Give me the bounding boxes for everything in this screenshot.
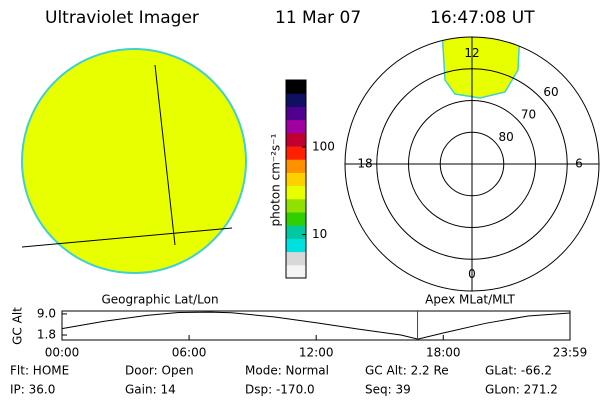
status-field: Flt: HOME xyxy=(10,364,69,378)
colorbar-cell xyxy=(286,80,306,94)
polar-ring xyxy=(439,131,505,197)
colorbar-cell xyxy=(286,106,306,121)
altitude-line xyxy=(61,311,571,340)
time: 16:47:08 UT xyxy=(430,8,535,28)
colorbar-cell xyxy=(286,251,306,266)
colorbar-cell xyxy=(286,159,306,173)
status-field: Door: Open xyxy=(125,364,194,378)
mlt-label: 0 xyxy=(468,267,476,281)
colorbar-cell xyxy=(286,132,306,147)
mlt-label: 12 xyxy=(464,46,479,60)
colorbar-cell xyxy=(286,93,306,107)
colorbar-frame xyxy=(285,79,307,279)
x-tick-label: 00:00 xyxy=(45,346,80,360)
colorbar-cell xyxy=(286,185,306,200)
x-tick-label: 12:00 xyxy=(299,346,334,360)
colorbar-cell xyxy=(286,225,306,239)
colorbar-cell xyxy=(286,264,306,279)
status-field: GLat: -66.2 xyxy=(485,364,552,378)
image-disk xyxy=(21,48,247,274)
status-field: IP: 36.0 xyxy=(10,383,55,397)
status-field: Mode: Normal xyxy=(245,364,329,378)
status-field: GC Alt: 2.2 Re xyxy=(365,364,449,378)
status-field: Gain: 14 xyxy=(125,383,176,397)
colorbar-cell xyxy=(286,212,306,226)
mlt-label: 6 xyxy=(575,157,583,171)
x-tick-label: 06:00 xyxy=(172,346,207,360)
aurora-blob xyxy=(441,37,521,99)
title: Ultraviolet Imager xyxy=(45,8,199,28)
colorbar-cell xyxy=(286,238,306,253)
y-tick-label: 1.8 xyxy=(37,328,56,342)
status-field: Seq: 39 xyxy=(365,383,411,397)
x-tick-label: 23:59 xyxy=(553,346,588,360)
chart-title: Geographic Lat/Lon xyxy=(101,293,218,307)
chart-title: Apex MLat/MLT xyxy=(425,293,515,307)
ring-label: 80 xyxy=(498,130,513,144)
ring-label: 60 xyxy=(543,85,558,99)
ring-label: 70 xyxy=(521,108,536,122)
polar-ring xyxy=(408,100,536,228)
mlt-label: 18 xyxy=(357,157,372,171)
colorbar-label: photon cm⁻²s⁻¹ xyxy=(269,133,283,226)
colorbar-cell xyxy=(286,146,306,160)
colorbar-cell xyxy=(286,172,306,187)
status-field: Dsp: -170.0 xyxy=(245,383,315,397)
y-axis-label: GC Alt xyxy=(11,307,25,345)
colorbar-cell xyxy=(286,198,306,213)
grid-parallel xyxy=(21,227,233,248)
colorbar-cell xyxy=(286,119,306,134)
colorbar-tick-label: 10 xyxy=(312,227,327,241)
y-tick-label: 9.0 xyxy=(37,306,56,320)
date: 11 Mar 07 xyxy=(275,8,361,28)
colorbar-tick-label: 100 xyxy=(312,139,335,153)
grid-meridian xyxy=(154,64,176,246)
polar-ring xyxy=(376,68,568,260)
x-tick-label: 18:00 xyxy=(426,346,461,360)
status-field: GLon: 271.2 xyxy=(485,383,558,397)
